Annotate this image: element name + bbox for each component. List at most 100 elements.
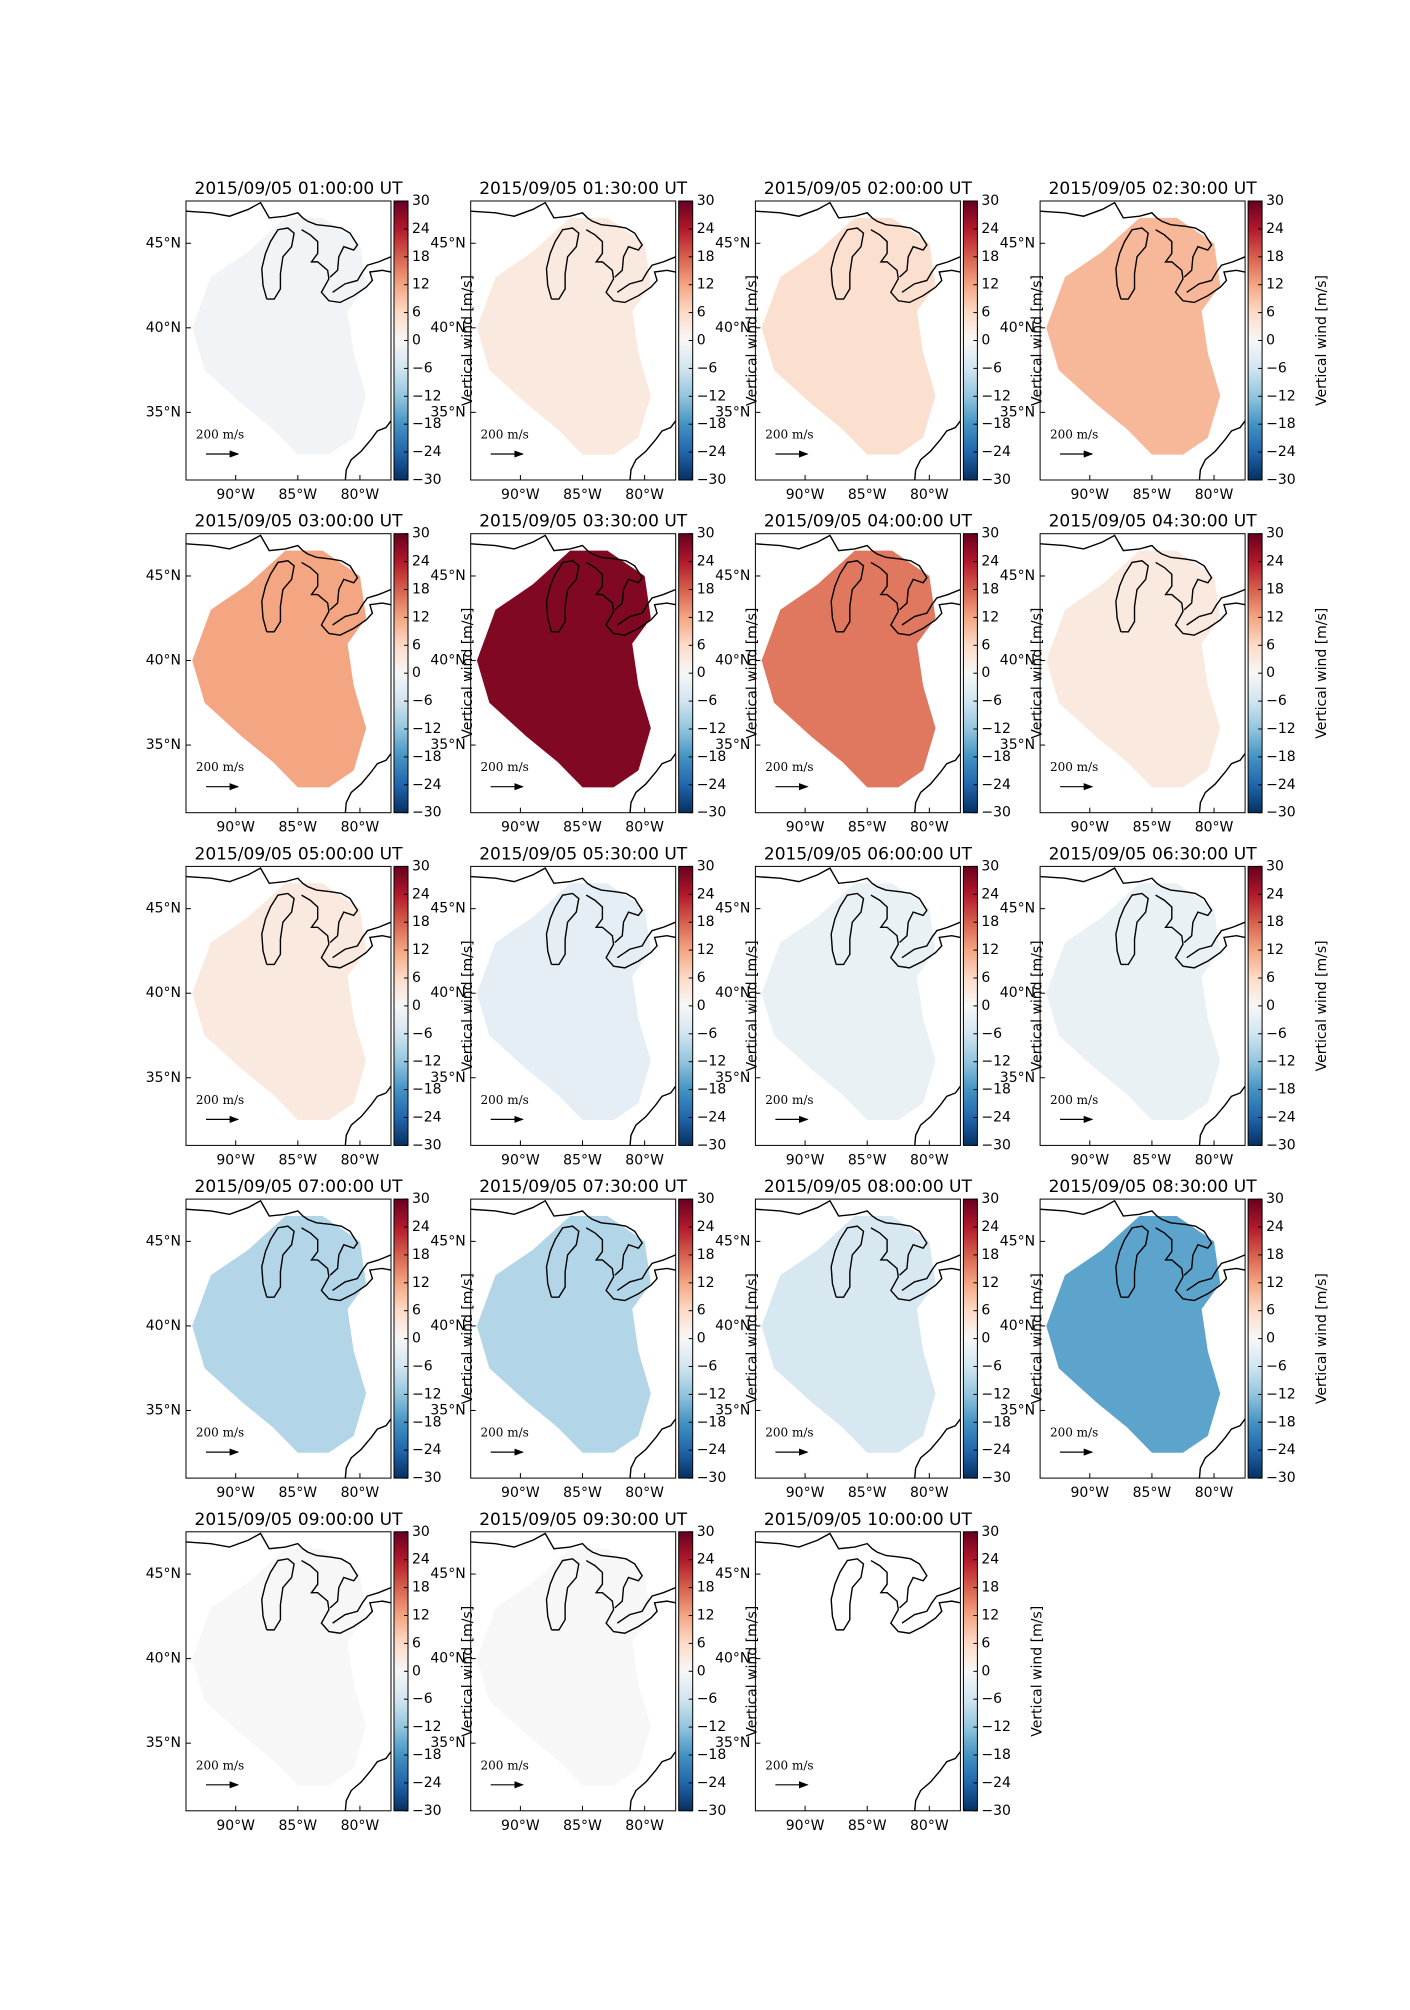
- colorbar-tick-label: −12: [1266, 388, 1296, 404]
- lon-tick-label: 85°W: [1133, 1485, 1172, 1501]
- lat-tick-label: 45°N: [146, 1566, 181, 1582]
- lon-tick-label: 80°W: [625, 1818, 664, 1834]
- colorbar-tick-label: 30: [412, 526, 430, 542]
- lat-tick-label: 45°N: [715, 1233, 750, 1249]
- colorbar-tick-label: 6: [981, 1303, 990, 1319]
- lon-tick-label: 90°W: [216, 487, 255, 503]
- scale-label: 200 m/s: [481, 1426, 529, 1440]
- coastline: [332, 921, 391, 959]
- colorbar-tick-label: 0: [697, 665, 706, 681]
- coastline: [545, 227, 580, 300]
- lat-tick-label: 35°N: [146, 404, 181, 420]
- colorbar-tick-label: 18: [412, 582, 430, 598]
- colorbar-tick-label: −6: [412, 1359, 433, 1375]
- colorbar-label: Vertical wind [m/s]: [460, 1273, 476, 1404]
- coastline: [301, 229, 391, 304]
- colorbar-tick-label: −24: [412, 1775, 442, 1791]
- colorbar-tick-label: 12: [1266, 609, 1284, 625]
- map-frame: [754, 533, 961, 814]
- lon-tick-label: 90°W: [786, 1818, 825, 1834]
- coastline: [470, 1199, 644, 1276]
- colorbar-tick-label: 6: [697, 637, 706, 653]
- colorbar-tick-label: −12: [412, 1386, 442, 1402]
- colorbar-tick-label: 0: [697, 333, 706, 349]
- colorbar-label: Vertical wind [m/s]: [1029, 1606, 1045, 1737]
- lon-tick-label: 85°W: [1133, 820, 1172, 836]
- coastline: [629, 1085, 676, 1146]
- colorbar-tick-label: 30: [1266, 526, 1284, 542]
- map-panel: 2015/09/05 06:30:00 UT 35°N 40°N 45°N 90°W 85…: [1000, 844, 1330, 1168]
- colorbar-tick-label: −12: [697, 388, 727, 404]
- lon-tick-label: 90°W: [786, 820, 825, 836]
- colorbar-tick-label: −24: [981, 444, 1011, 460]
- lon-tick-label: 80°W: [1195, 820, 1234, 836]
- colorbar-label: Vertical wind [m/s]: [460, 1606, 476, 1737]
- coastline: [870, 894, 961, 969]
- coastline: [870, 561, 961, 636]
- panel-title: 2015/09/05 01:00:00 UT: [195, 179, 404, 199]
- colorbar-label: Vertical wind [m/s]: [745, 1273, 761, 1404]
- colorbar-tick-label: 18: [412, 1247, 430, 1263]
- colorbar-tick-label: −18: [412, 416, 442, 432]
- colorbar-tick-label: 24: [697, 1552, 715, 1568]
- lat-tick-label: 35°N: [715, 1070, 750, 1086]
- colorbar-tick-label: −24: [1266, 1110, 1296, 1126]
- colorbar-tick-label: 0: [412, 665, 421, 681]
- lat-tick-label: 40°N: [715, 320, 750, 336]
- lon-tick-label: 90°W: [501, 1152, 540, 1168]
- coastline: [870, 229, 961, 304]
- colorbar-tick-label: −30: [981, 472, 1011, 488]
- map-panel: 2015/09/05 01:30:00 UT 35°N 40°N 45°N 90°W 85…: [430, 179, 760, 503]
- colorbar-tick-label: 6: [981, 1635, 990, 1651]
- wind-region: [192, 883, 367, 1121]
- coastline: [616, 1586, 676, 1624]
- wind-region: [761, 1216, 936, 1453]
- wind-region: [761, 550, 936, 788]
- colorbar-tick-label: 18: [1266, 1247, 1284, 1263]
- lon-tick-label: 85°W: [563, 1485, 602, 1501]
- colorbar-tick-label: −30: [412, 805, 442, 821]
- scale-label: 200 m/s: [481, 760, 529, 774]
- coastline: [1115, 560, 1149, 633]
- colorbar-tick-label: −24: [1266, 1442, 1296, 1458]
- colorbar-tick-label: 12: [981, 942, 999, 958]
- lat-tick-label: 45°N: [430, 901, 465, 917]
- scale-label: 200 m/s: [196, 1758, 244, 1772]
- lat-tick-label: 45°N: [430, 568, 465, 584]
- lon-tick-label: 90°W: [786, 1485, 825, 1501]
- lon-tick-label: 90°W: [1070, 1485, 1109, 1501]
- lon-tick-label: 80°W: [625, 1485, 664, 1501]
- coastline: [344, 1085, 391, 1146]
- colorbar-tick-label: −30: [412, 1137, 442, 1153]
- scale-label: 200 m/s: [765, 760, 813, 774]
- map-frame: [754, 1198, 961, 1479]
- colorbar-tick-label: 18: [981, 582, 999, 598]
- colorbar-tick-label: −30: [1266, 805, 1296, 821]
- panel-title: 2015/09/05 09:00:00 UT: [195, 1510, 404, 1530]
- lon-tick-label: 85°W: [848, 487, 887, 503]
- lat-tick-label: 35°N: [1000, 737, 1035, 753]
- coastline: [755, 1199, 928, 1276]
- colorbar-tick-label: −12: [412, 1719, 442, 1735]
- lon-tick-label: 80°W: [1195, 1485, 1234, 1501]
- panel-title: 2015/09/05 08:00:00 UT: [764, 1177, 973, 1197]
- colorbar-tick-label: 12: [697, 942, 715, 958]
- coastline: [830, 1558, 865, 1631]
- colorbar-tick-label: 24: [697, 1219, 715, 1235]
- colorbar-tick-label: −30: [1266, 1137, 1296, 1153]
- colorbar-tick-label: 12: [1266, 277, 1284, 293]
- colorbar-tick-label: −6: [1266, 360, 1287, 376]
- colorbar-tick-label: −12: [697, 721, 727, 737]
- colorbar-tick-label: −6: [1266, 1026, 1287, 1042]
- colorbar-tick-label: 24: [412, 1552, 430, 1568]
- panel-title: 2015/09/05 07:30:00 UT: [479, 1177, 688, 1197]
- lat-tick-label: 45°N: [146, 901, 181, 917]
- lat-tick-label: 45°N: [715, 1566, 750, 1582]
- colorbar-tick-label: −18: [412, 1082, 442, 1098]
- panel-title: 2015/09/05 04:30:00 UT: [1049, 512, 1258, 532]
- scale-label: 200 m/s: [1050, 1093, 1098, 1107]
- colorbar-tick-label: −24: [981, 1110, 1011, 1126]
- lat-tick-label: 45°N: [715, 235, 750, 251]
- colorbar-tick-label: 24: [412, 1219, 430, 1235]
- lat-tick-label: 35°N: [146, 737, 181, 753]
